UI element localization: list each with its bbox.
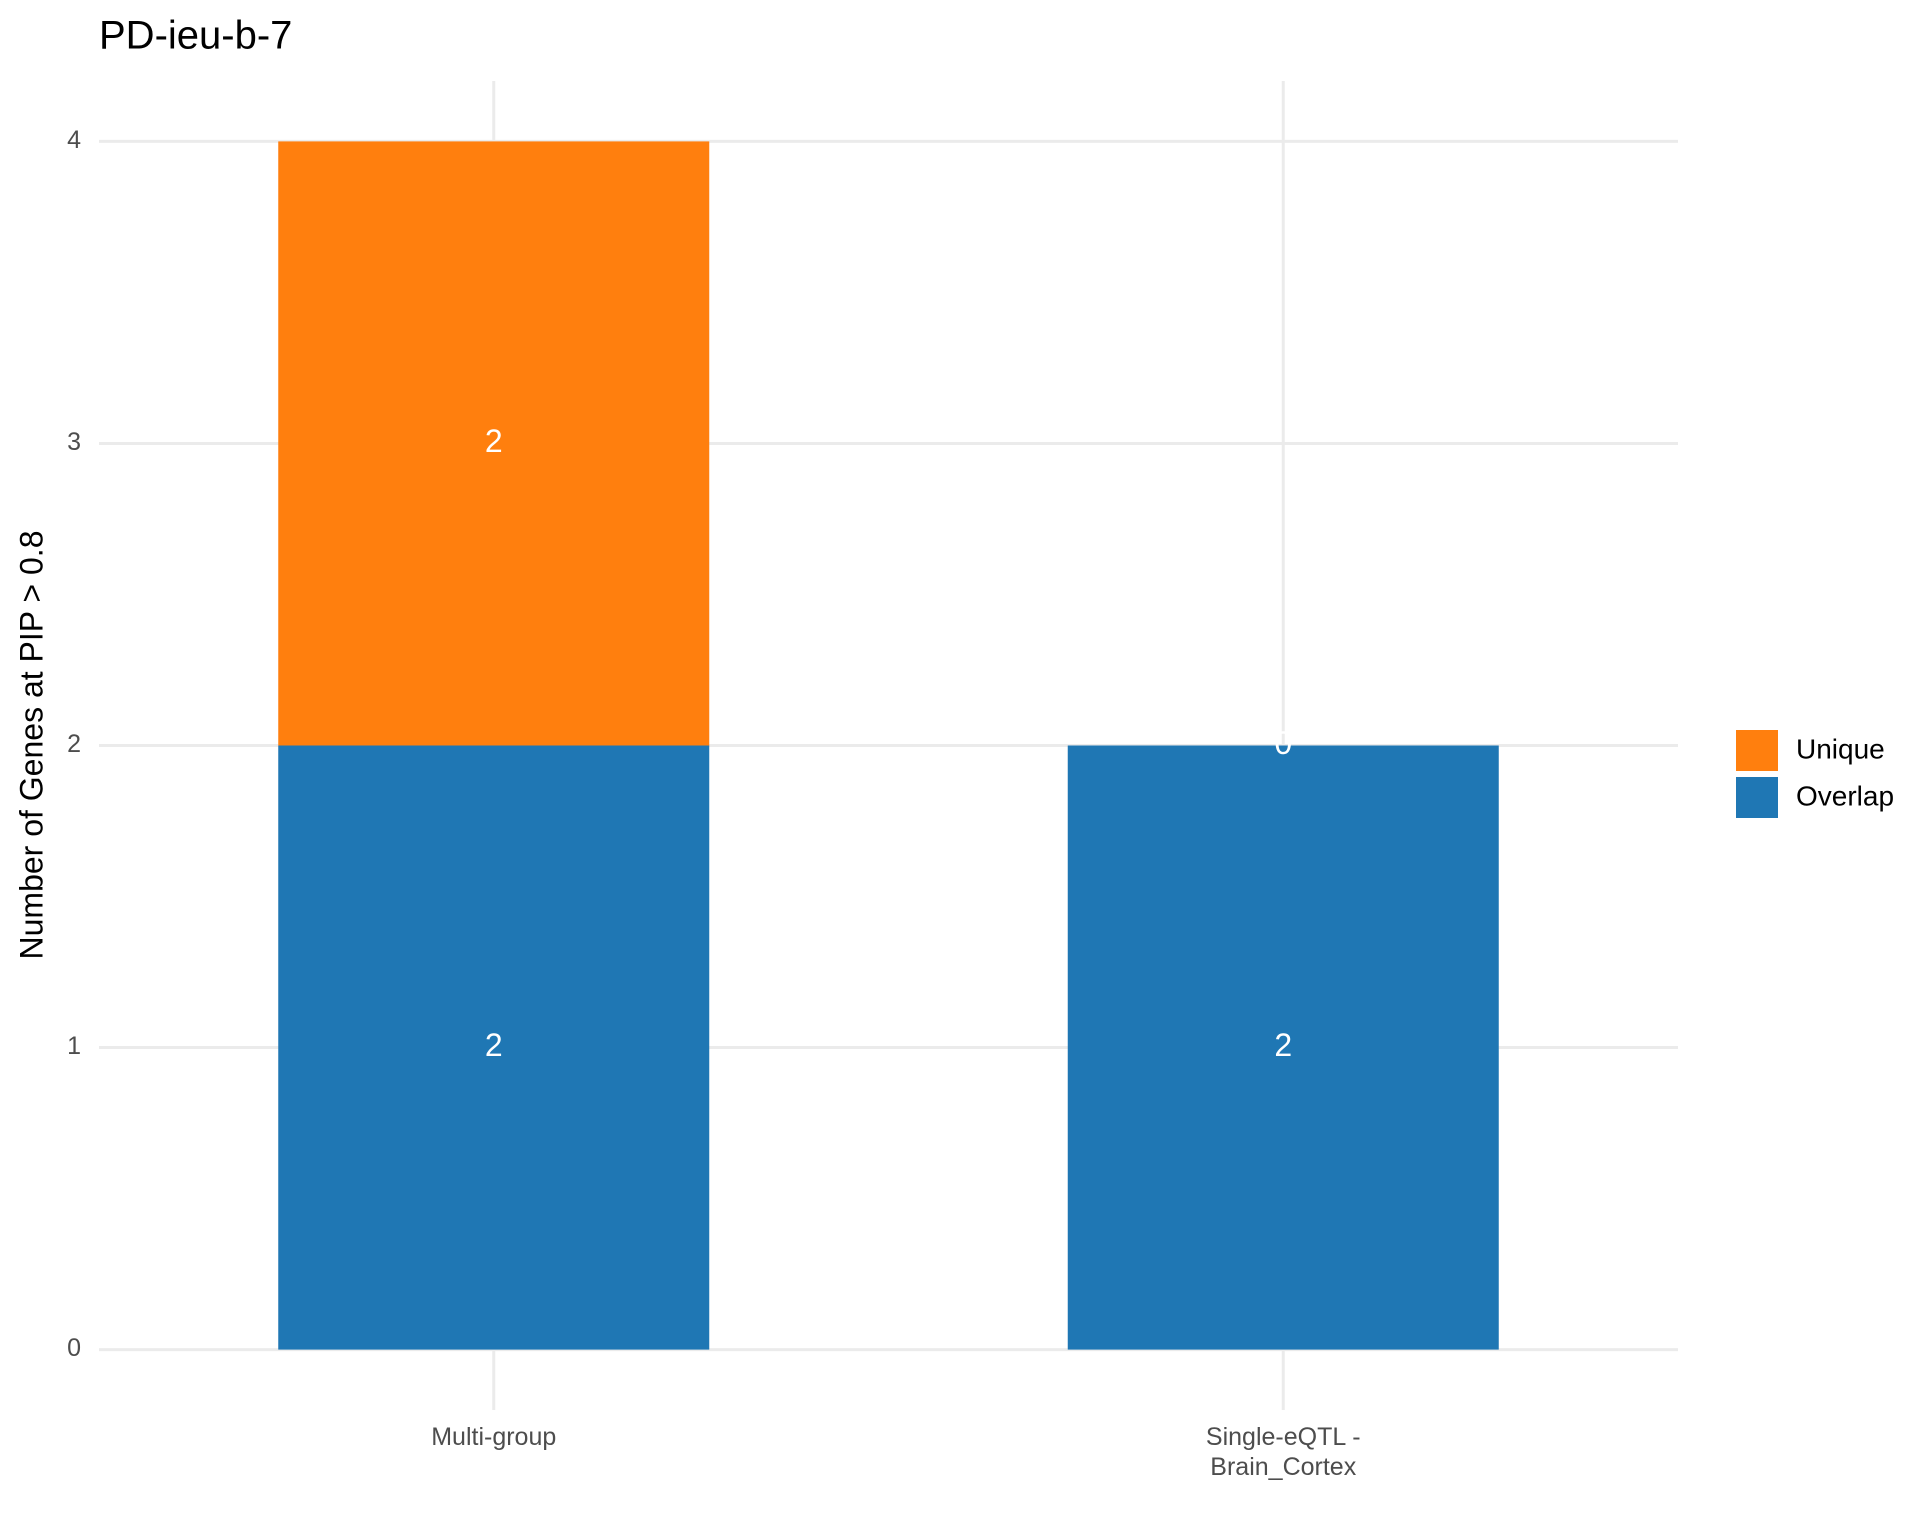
y-axis-title: Number of Genes at PIP > 0.8 [13, 531, 49, 960]
x-tick-label: Single-eQTL -Brain_Cortex [1206, 1423, 1361, 1481]
bar-segment [1067, 745, 1499, 1350]
value-label: 2 [485, 1027, 503, 1063]
legend-key [1736, 777, 1778, 818]
y-tick-label: 4 [67, 126, 81, 154]
chart-title: PD-ieu-b-7 [99, 14, 292, 58]
y-tick-label: 0 [67, 1334, 81, 1362]
y-tick-label: 2 [67, 730, 81, 758]
value-label: 2 [1274, 1027, 1292, 1063]
legend-label: Overlap [1796, 780, 1894, 811]
bar-segment [278, 745, 710, 1350]
value-label: 2 [485, 423, 503, 459]
legend-label: Unique [1796, 733, 1885, 764]
y-tick-label: 3 [67, 428, 81, 456]
x-tick-label: Multi-group [431, 1423, 556, 1451]
legend-key [1736, 730, 1778, 771]
y-tick-label: 1 [67, 1032, 81, 1060]
value-label: 0 [1274, 725, 1292, 761]
bar-segment [278, 141, 710, 746]
